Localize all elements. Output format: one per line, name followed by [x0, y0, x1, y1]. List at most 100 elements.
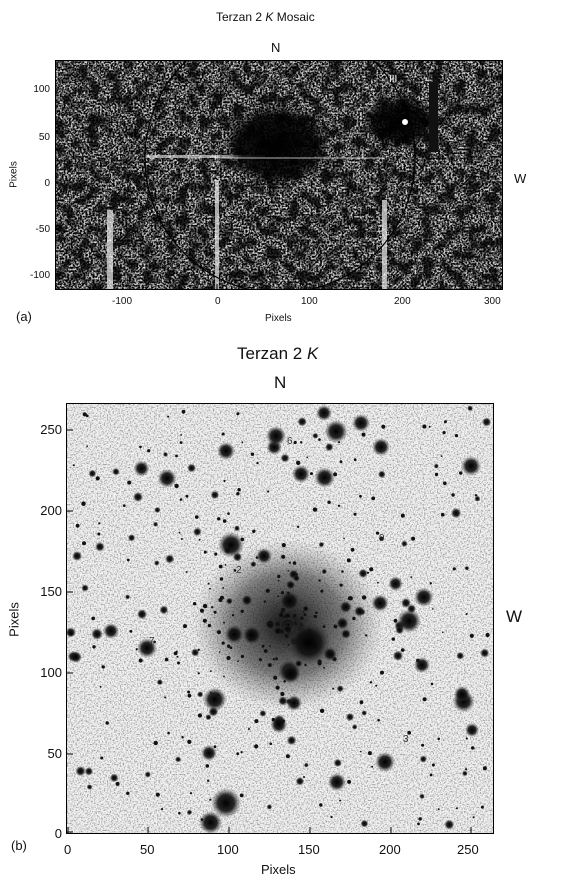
star: [465, 566, 469, 570]
panel-a-x-tick: -100: [112, 296, 133, 307]
star: [286, 580, 296, 590]
star: [293, 440, 297, 445]
star: [82, 412, 87, 417]
star: [86, 445, 88, 447]
panel-b-y-tick: 150: [40, 584, 62, 599]
star: [211, 606, 214, 609]
star: [176, 655, 179, 658]
star: [407, 730, 412, 735]
panel-a-y-tick: -100: [29, 270, 50, 281]
star: [369, 567, 374, 572]
star: [109, 773, 119, 783]
star: [360, 819, 369, 828]
star: [86, 784, 93, 790]
star: [401, 540, 408, 547]
star: [411, 536, 416, 541]
star: [219, 577, 224, 581]
star: [313, 614, 317, 619]
star: [482, 766, 487, 771]
star: [314, 467, 335, 488]
star: [340, 628, 351, 639]
star: [227, 644, 231, 648]
star: [337, 504, 341, 507]
star: [267, 490, 270, 493]
star: [66, 627, 77, 638]
star: [303, 613, 307, 617]
star: [200, 608, 204, 613]
star: [281, 607, 286, 612]
star: [277, 595, 280, 598]
star: [400, 648, 405, 652]
star: [443, 481, 447, 486]
star: [347, 779, 352, 784]
star: [414, 587, 434, 607]
star: [391, 637, 395, 641]
star: [221, 641, 225, 645]
panel-b-x-tick-marks: [67, 827, 472, 834]
star-label-7: 7: [149, 636, 155, 647]
star: [144, 771, 151, 778]
star: [164, 657, 169, 662]
star: [226, 656, 231, 660]
star: [154, 506, 161, 514]
star: [371, 594, 389, 612]
star: [181, 409, 186, 414]
star: [434, 472, 439, 477]
star: [218, 532, 244, 558]
star: [432, 608, 434, 610]
star: [471, 746, 475, 750]
star: [440, 512, 445, 517]
star: [248, 728, 250, 730]
star: [236, 752, 240, 756]
mosaic-seam: [107, 210, 113, 290]
region-label-i: I: [251, 78, 254, 89]
star: [98, 522, 101, 525]
star: [353, 458, 357, 461]
star: [273, 675, 278, 680]
star: [429, 582, 432, 585]
star: [210, 490, 220, 500]
star: [369, 681, 373, 684]
star: [323, 647, 337, 661]
star: [380, 670, 384, 675]
star: [293, 614, 297, 618]
star: [358, 568, 368, 579]
star: [292, 561, 297, 565]
star: [202, 687, 227, 712]
star: [388, 576, 403, 591]
mosaic-seam: [215, 180, 219, 290]
star: [218, 651, 221, 653]
star: [178, 531, 181, 534]
star: [287, 621, 331, 665]
star: [461, 456, 481, 476]
panel-a-west-label: W: [514, 171, 527, 186]
star: [99, 685, 102, 688]
star: [275, 657, 278, 661]
star: [202, 618, 207, 623]
star: [323, 666, 325, 669]
star: [372, 438, 390, 456]
star: [465, 768, 468, 771]
star: [266, 804, 273, 810]
star: [444, 819, 455, 830]
star: [133, 460, 150, 477]
star: [450, 507, 462, 519]
star: [352, 616, 356, 621]
star: [485, 632, 490, 638]
star: [269, 645, 271, 647]
star: [465, 723, 479, 737]
star: [147, 449, 151, 453]
star: [452, 567, 456, 571]
star: [280, 691, 285, 697]
star: [115, 781, 120, 786]
panel-a-x-tick: 200: [394, 296, 411, 307]
star: [240, 609, 244, 613]
star: [237, 488, 241, 492]
region-label-iii: III: [389, 74, 397, 85]
star: [234, 525, 240, 532]
star: [201, 745, 217, 761]
star: [95, 541, 105, 552]
star: [237, 660, 239, 663]
panel-a-image: I II III IV: [55, 60, 503, 290]
star: [352, 414, 370, 432]
